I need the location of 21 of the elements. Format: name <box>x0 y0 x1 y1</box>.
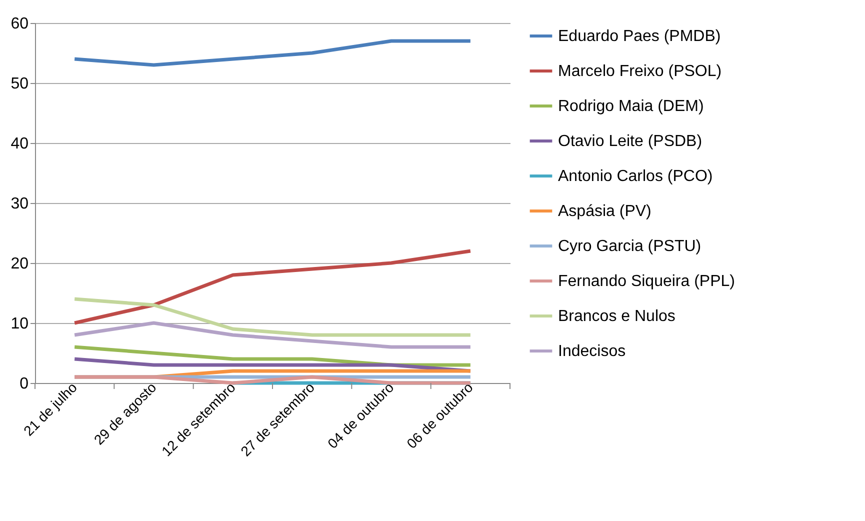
line-series <box>72 297 472 337</box>
y-tick-label: 10 <box>10 316 29 332</box>
line-series <box>72 39 472 67</box>
legend-label: Eduardo Paes (PMDB) <box>558 28 721 45</box>
y-tick-label: 0 <box>20 376 29 392</box>
legend-label: Aspásia (PV) <box>558 203 652 220</box>
y-tick-label: 20 <box>10 256 29 272</box>
y-tick-label: 60 <box>10 16 29 32</box>
legend-label: Rodrigo Maia (DEM) <box>558 98 704 115</box>
legend-label: Indecisos <box>558 343 626 360</box>
line-series <box>72 321 472 349</box>
legend-label: Otavio Leite (PSDB) <box>558 133 702 150</box>
y-tick-label: 50 <box>10 76 29 92</box>
legend-label: Marcelo Freixo (PSOL) <box>558 63 722 80</box>
y-tick-label: 40 <box>10 136 29 152</box>
legend-label: Brancos e Nulos <box>558 308 676 325</box>
y-tick-label: 30 <box>10 196 29 212</box>
line-series <box>72 249 472 325</box>
legend-label: Antonio Carlos (PCO) <box>558 168 713 185</box>
legend-label: Fernando Siqueira (PPL) <box>558 273 735 290</box>
legend-label: Cyro Garcia (PSTU) <box>558 238 702 255</box>
